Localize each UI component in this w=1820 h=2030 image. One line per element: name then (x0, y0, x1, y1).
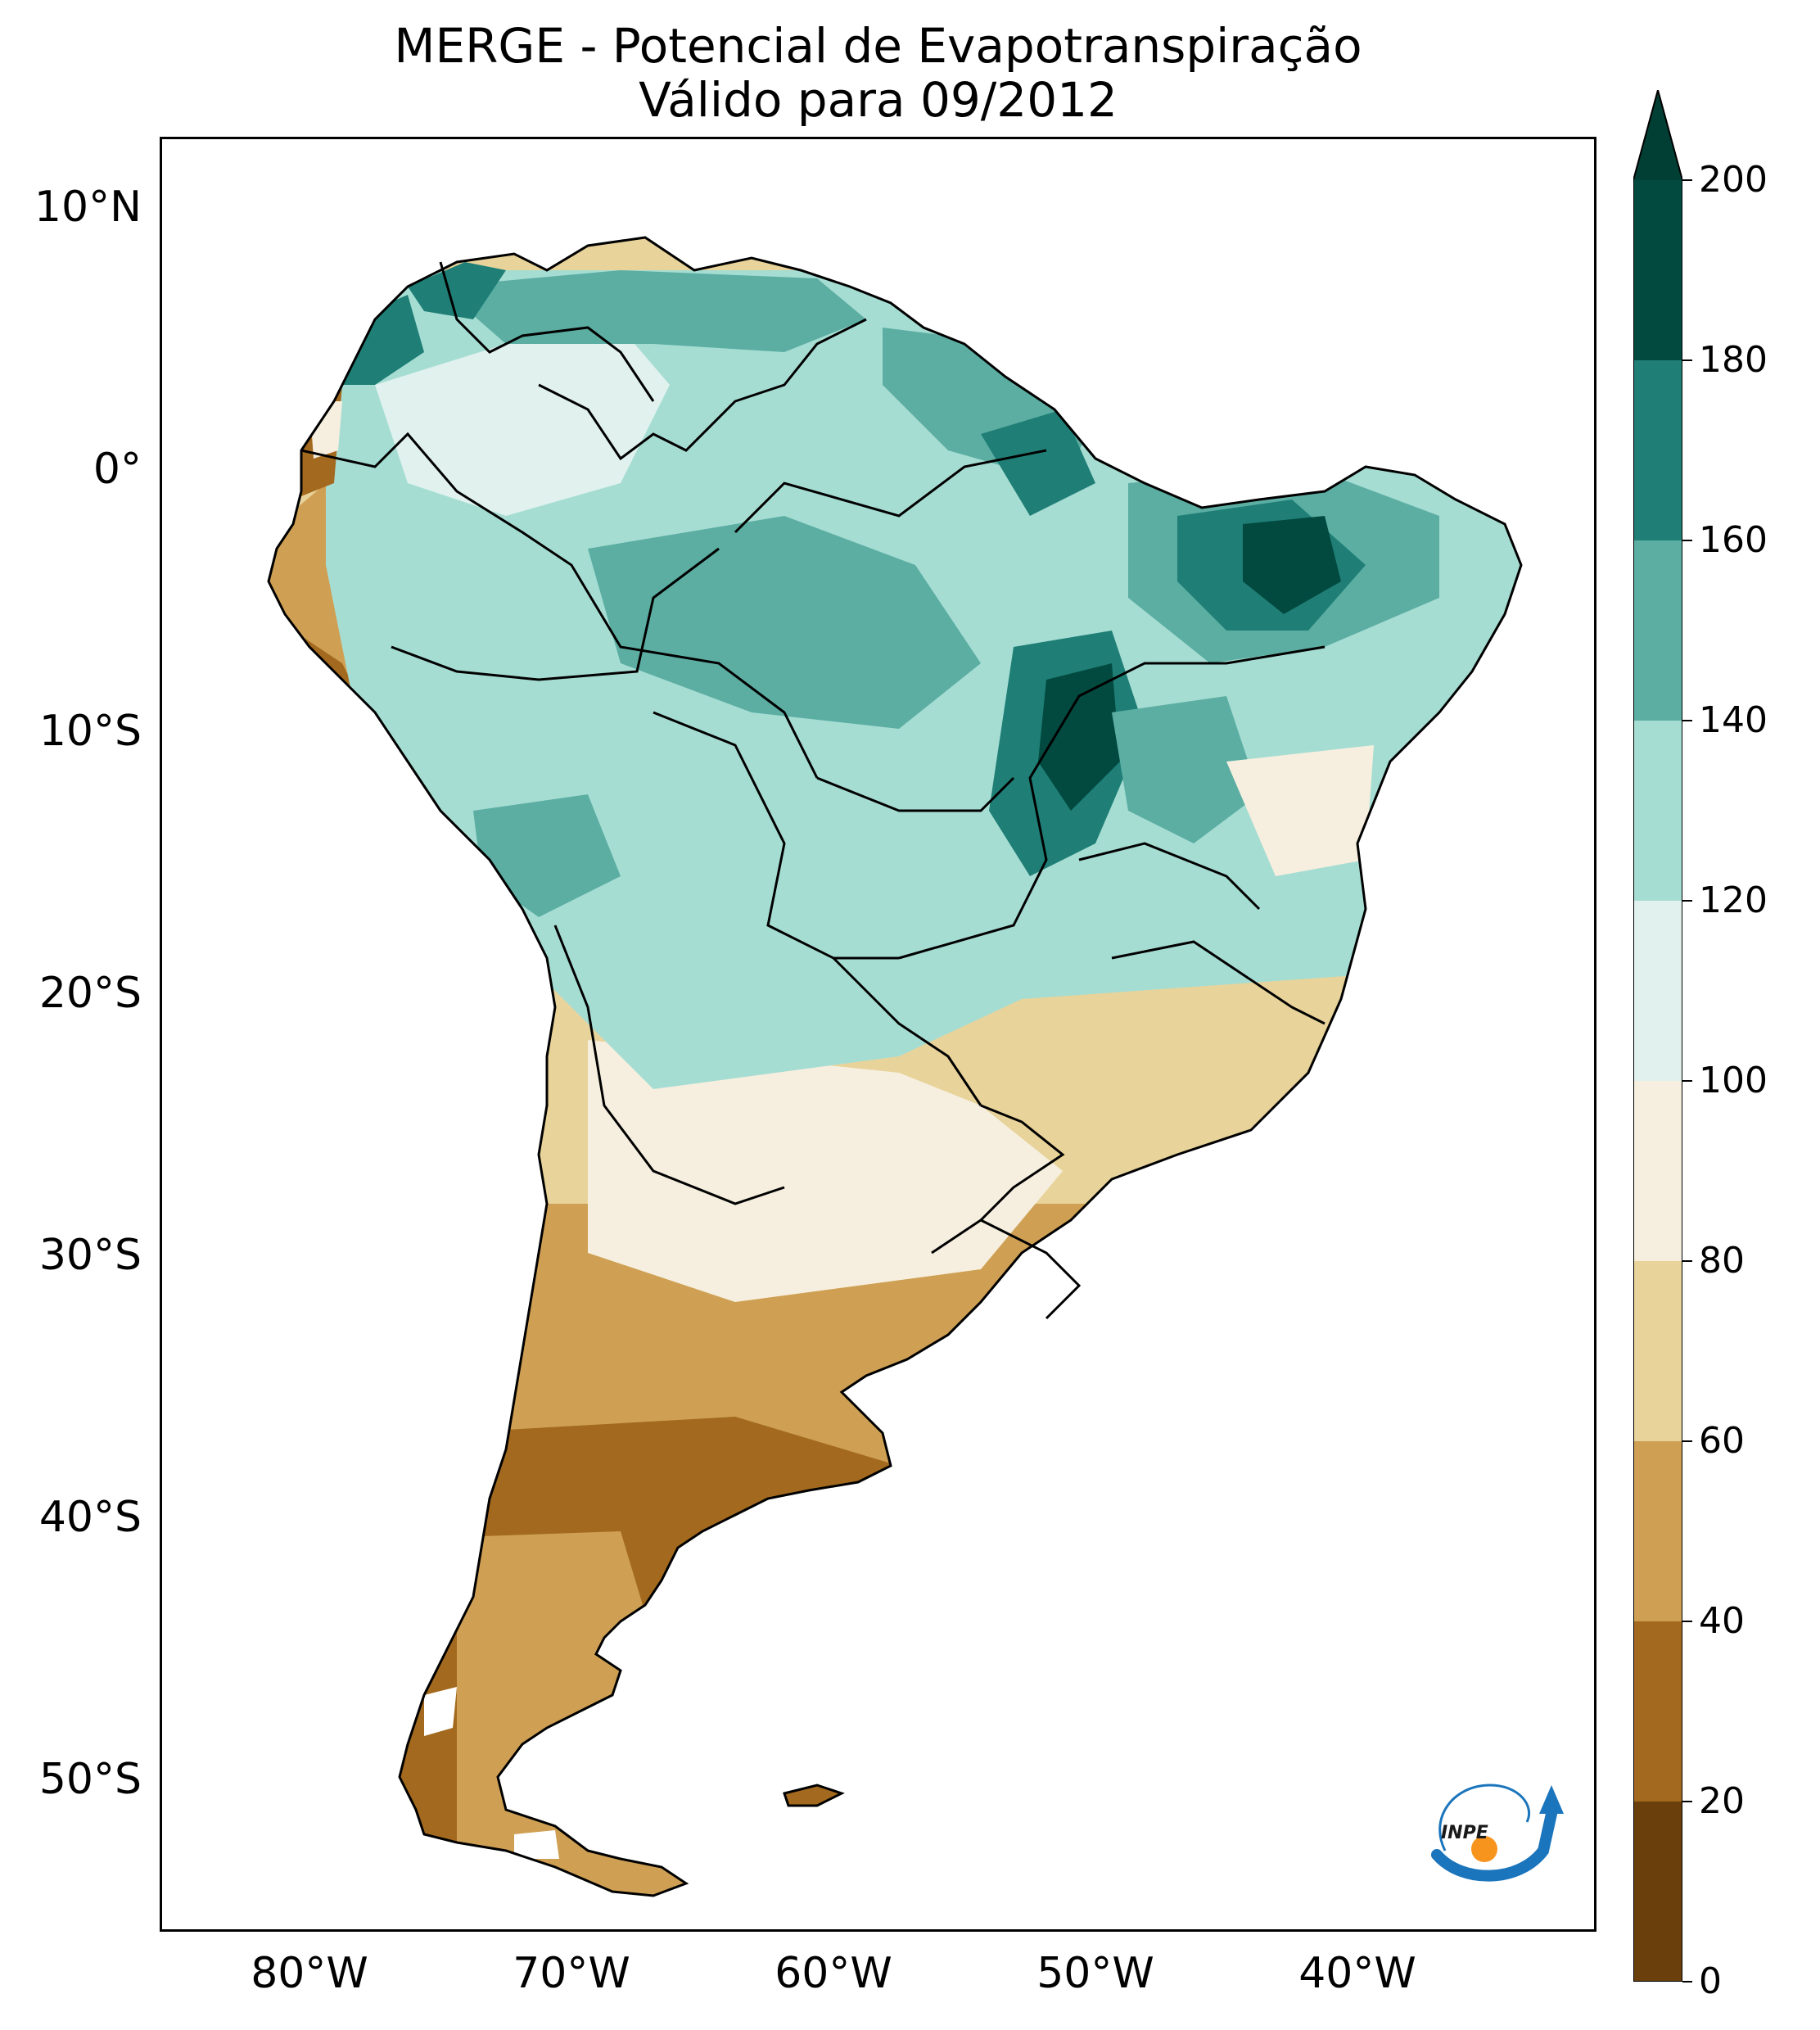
colorbar-extend-arrow (1633, 90, 1682, 180)
colorbar-segments (1633, 90, 1682, 1982)
colorbar-tick (1682, 1981, 1692, 1983)
colorbar-segment (1633, 721, 1682, 901)
colorbar-segment (1633, 1081, 1682, 1261)
colorbar-tick-label: 160 (1699, 519, 1768, 561)
evapotranspiration-map (162, 139, 1594, 1929)
lon-label-60w: 60°W (775, 1949, 892, 1998)
lat-label-30s: 30°S (38, 1231, 142, 1280)
lon-label-50w: 50°W (1036, 1949, 1154, 1998)
colorbar-segment (1633, 540, 1682, 721)
colorbar-tick (1682, 1260, 1692, 1262)
inpe-logo: INPE (1431, 1784, 1564, 1882)
colorbar-tick-label: 100 (1699, 1060, 1768, 1101)
colorbar-tick-label: 0 (1699, 1960, 1722, 2002)
colorbar-segment (1633, 1621, 1682, 1802)
colorbar-segment (1633, 360, 1682, 540)
colorbar-tick-label: 20 (1699, 1780, 1745, 1822)
colorbar-tick (1682, 1440, 1692, 1442)
colorbar-segment (1633, 901, 1682, 1081)
colorbar-segment (1633, 1441, 1682, 1621)
colorbar-segment (1633, 180, 1682, 360)
lon-label-70w: 70°W (513, 1949, 630, 1998)
lat-label-40s: 40°S (38, 1493, 142, 1542)
colorbar-tick (1682, 1621, 1692, 1622)
map-panel (160, 137, 1596, 1932)
colorbar-tick (1682, 540, 1692, 541)
falkland-islands (783, 1784, 845, 1807)
map-subtitle: Válido para 09/2012 (639, 72, 1118, 128)
colorbar-tick-label: 80 (1699, 1240, 1745, 1282)
lat-label-0: 0° (93, 445, 142, 494)
lat-label-10n: 10°N (34, 183, 142, 232)
colorbar-tick (1682, 1080, 1692, 1082)
colorbar-tick-label: 40 (1699, 1600, 1745, 1642)
inpe-logo-text: INPE (1441, 1823, 1488, 1843)
lon-label-40w: 40°W (1298, 1949, 1416, 1998)
colorbar-segment (1633, 1802, 1682, 1982)
colorbar-tick (1682, 900, 1692, 902)
colorbar-tick (1682, 720, 1692, 721)
colorbar-tick-label: 60 (1699, 1420, 1745, 1462)
colorbar-outline (1633, 90, 1682, 1982)
colorbar (1633, 90, 1682, 1982)
colorbar-tick (1682, 179, 1692, 181)
map-title: MERGE - Potencial de Evapotranspiração (394, 18, 1362, 74)
lat-label-10s: 10°S (38, 707, 142, 756)
lon-label-80w: 80°W (251, 1949, 368, 1998)
colorbar-tick (1682, 359, 1692, 361)
colorbar-tick-label: 180 (1699, 339, 1768, 381)
lat-label-50s: 50°S (38, 1755, 142, 1804)
colorbar-segment (1633, 1261, 1682, 1441)
colorbar-tick (1682, 1801, 1692, 1802)
country-borders (300, 261, 1325, 1320)
colorbar-tick-label: 120 (1699, 879, 1768, 921)
lat-label-20s: 20°S (38, 969, 142, 1018)
colorbar-tick-label: 200 (1699, 159, 1768, 201)
colorbar-tick-label: 140 (1699, 699, 1768, 741)
